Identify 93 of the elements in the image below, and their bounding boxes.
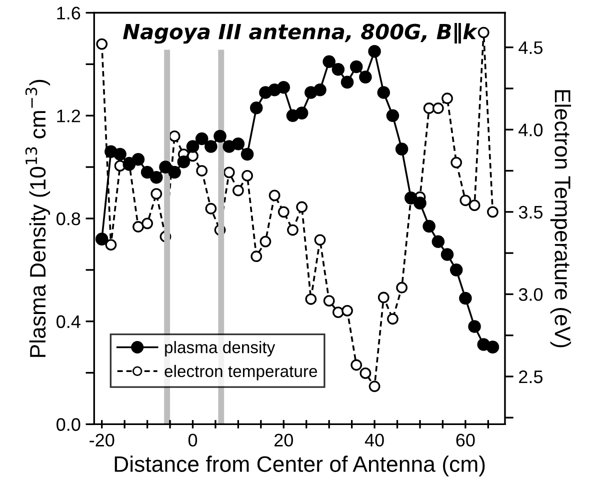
point — [214, 130, 226, 143]
point — [350, 60, 363, 74]
point — [186, 140, 200, 153]
x-tick-label: -20 — [90, 434, 114, 447]
point — [105, 239, 117, 251]
point — [277, 80, 290, 94]
point — [195, 132, 208, 146]
point — [442, 92, 453, 104]
point — [360, 368, 372, 379]
point — [432, 102, 444, 114]
point — [440, 248, 454, 261]
x-tick-label: 0 — [188, 434, 198, 447]
point — [177, 156, 190, 168]
point — [168, 166, 181, 179]
point — [278, 206, 290, 218]
point — [205, 202, 217, 214]
point — [242, 170, 253, 182]
point — [422, 220, 436, 233]
point — [368, 44, 381, 58]
point — [140, 166, 154, 179]
y-tick-label: 0.0 — [56, 418, 80, 431]
point — [368, 380, 380, 392]
point — [450, 264, 463, 276]
point — [122, 158, 136, 171]
x-axis-title: Distance from Center of Antenna (cm) — [114, 456, 485, 476]
y2-tick-label: 3.5 — [518, 206, 543, 219]
point — [305, 293, 317, 305]
point — [332, 62, 345, 76]
point — [359, 70, 372, 84]
point — [386, 109, 400, 122]
point — [314, 84, 326, 96]
point — [114, 148, 126, 161]
point — [296, 201, 308, 213]
y2-tick-label: 4.5 — [518, 41, 543, 54]
x-tick-label: 40 — [364, 434, 384, 447]
point — [232, 184, 244, 196]
point — [223, 166, 235, 178]
point — [196, 165, 208, 176]
point — [396, 282, 408, 294]
point — [268, 190, 280, 202]
y-tick-label: 0.4 — [56, 315, 80, 328]
point — [159, 160, 172, 174]
point — [322, 55, 336, 68]
chart-title: Nagoya III antenna, 800G, B∥k — [123, 23, 478, 44]
point — [287, 224, 298, 236]
point — [377, 86, 390, 99]
point — [486, 340, 500, 354]
point — [450, 156, 462, 168]
point — [387, 313, 398, 325]
point — [240, 148, 254, 161]
point — [378, 292, 390, 304]
point — [340, 76, 354, 89]
point — [468, 200, 480, 212]
y-tick-label: 1.2 — [57, 110, 80, 122]
point — [332, 306, 344, 318]
point — [423, 102, 435, 114]
legend-label: plasma density — [165, 341, 276, 357]
point — [232, 138, 245, 150]
legend-label: electron temperature — [164, 364, 318, 380]
y2-tick-label: 4.0 — [518, 124, 543, 136]
point — [142, 218, 153, 230]
x-tick-label: 60 — [456, 434, 475, 447]
point — [314, 234, 326, 246]
point — [478, 26, 490, 38]
point — [350, 359, 362, 371]
point — [96, 38, 108, 50]
point — [295, 106, 308, 120]
point — [395, 142, 408, 156]
point — [250, 102, 263, 114]
point — [132, 221, 144, 232]
point — [323, 295, 335, 306]
point — [487, 206, 498, 218]
y2-tick-label: 2.5 — [519, 370, 543, 384]
point — [150, 170, 163, 184]
point — [342, 304, 353, 316]
point — [460, 194, 472, 206]
y2-tick-label: 3.0 — [518, 288, 543, 301]
y2-axis-title: Electron Temperature (eV) — [550, 90, 572, 348]
point — [468, 320, 481, 333]
y-tick-label: 1.6 — [57, 6, 80, 20]
point — [459, 292, 472, 305]
y-tick-label: 0.8 — [56, 212, 80, 226]
point — [150, 188, 162, 200]
point — [204, 140, 218, 153]
point — [250, 250, 262, 262]
point — [432, 235, 445, 248]
point — [260, 236, 272, 248]
point — [168, 130, 180, 142]
x-tick-label: 20 — [274, 434, 293, 447]
point — [414, 196, 426, 210]
point — [132, 152, 145, 166]
y-axis-title: Plasma Density (10$^{13}$ cm$^{−3}$) — [25, 80, 50, 357]
point — [95, 232, 108, 246]
